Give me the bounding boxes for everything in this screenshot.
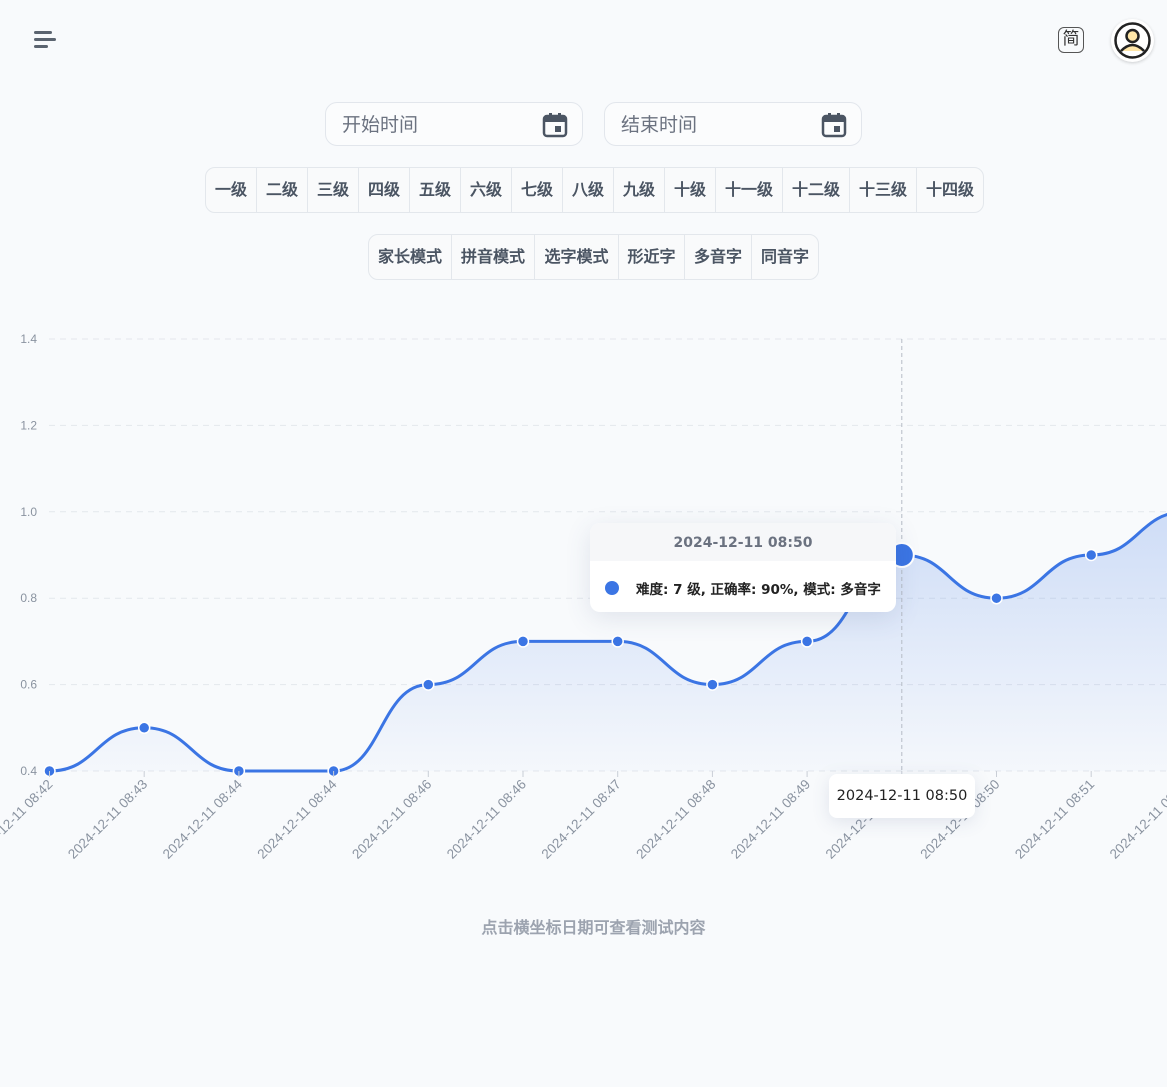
level-button[interactable]: 十一级 <box>716 168 783 212</box>
level-button[interactable]: 三级 <box>308 168 359 212</box>
start-date-placeholder: 开始时间 <box>342 114 419 136</box>
tooltip-title: 2024-12-11 08:50 <box>590 523 896 561</box>
x-tick-label[interactable]: 2024-12-11 08:44 <box>254 776 340 862</box>
x-tick-label[interactable]: 2024-12-11 08:47 <box>539 777 624 862</box>
level-button[interactable]: 十二级 <box>783 168 850 212</box>
x-tick-label[interactable]: 2024-12-11 08:43 <box>65 777 150 862</box>
data-point <box>516 635 530 648</box>
menu-icon[interactable] <box>32 28 58 54</box>
x-tick-label[interactable]: 2024-12-11 08:49 <box>728 777 813 862</box>
x-tick-label[interactable]: 2024-12-11 08:46 <box>444 777 529 862</box>
level-button[interactable]: 一级 <box>206 168 257 212</box>
y-tick-label: 1.4 <box>20 332 37 346</box>
level-button[interactable]: 六级 <box>461 168 512 212</box>
chart-hint: 点击横坐标日期可查看测试内容 <box>481 918 706 937</box>
level-button[interactable]: 九级 <box>614 168 665 212</box>
level-button[interactable]: 七级 <box>512 168 563 212</box>
data-point <box>137 721 151 735</box>
level-button[interactable]: 十四级 <box>925 180 974 199</box>
x-tick-label[interactable]: 2024-12-11 08:44 <box>160 776 246 862</box>
mode-button[interactable]: 选字模式 <box>535 235 619 279</box>
tooltip-series-marker <box>605 581 619 595</box>
x-tick-label[interactable]: 2024-12-11 08:46 <box>349 777 434 862</box>
level-selector: 一级 二级 三级 四级 五级 六级 七级 八级 九级 十级 十一级 十二级 十三… <box>205 167 984 213</box>
start-date-input[interactable]: 开始时间 <box>325 102 583 146</box>
x-tick-label[interactable]: 2024-12-11 08:48 <box>633 777 718 862</box>
end-date-placeholder: 结束时间 <box>621 114 698 136</box>
mode-button[interactable]: 多音字 <box>685 235 752 279</box>
x-tick-label[interactable]: 2024-12-11 08:52 <box>1107 777 1167 862</box>
user-avatar[interactable] <box>1111 19 1154 62</box>
x-axis: 2024-12-11 08:42 2024-12-11 08:43 2024-12-… <box>0 771 1167 862</box>
tooltip-text: 难度: 7 级, 正确率: 90%, 模式: 多音字 <box>636 582 881 598</box>
level-button[interactable]: 十三级 <box>850 168 917 212</box>
language-toggle-button[interactable]: 简 <box>1058 27 1084 53</box>
mode-button[interactable]: 同音字 <box>760 247 809 266</box>
calendar-icon <box>821 113 847 138</box>
x-tick-label[interactable]: 2024-12-11 08:51 <box>1012 777 1097 862</box>
level-button[interactable]: 二级 <box>257 168 308 212</box>
level-button[interactable]: 八级 <box>563 168 614 212</box>
mode-selector: 家长模式 拼音模式 选字模式 形近字 多音字 同音字 <box>368 234 819 280</box>
data-point <box>800 635 814 648</box>
data-point <box>422 678 435 691</box>
level-button[interactable]: 五级 <box>410 168 461 212</box>
data-point <box>1084 548 1098 562</box>
axis-pointer-label: 2024-12-11 08:50 <box>829 774 975 818</box>
accuracy-line-chart: 0.40.60.81.01.21.4 2024-12-11 08:42 2024-… <box>0 332 1167 862</box>
y-tick-label: 0.6 <box>20 678 37 692</box>
y-tick-label: 1.2 <box>20 418 37 432</box>
end-date-input[interactable]: 结束时间 <box>604 102 862 146</box>
y-tick-label: 0.8 <box>20 591 37 605</box>
user-icon <box>1114 22 1151 59</box>
y-tick-label: 1.0 <box>20 505 37 519</box>
level-button[interactable]: 十级 <box>665 168 716 212</box>
mode-button[interactable]: 拼音模式 <box>452 235 535 279</box>
calendar-icon <box>542 113 568 138</box>
mode-button[interactable]: 形近字 <box>619 235 685 279</box>
mode-button[interactable]: 家长模式 <box>369 235 452 279</box>
chart-tooltip: 2024-12-11 08:50 难度: 7 级, 正确率: 90%, 模式: … <box>590 523 896 612</box>
y-axis: 0.4 0.6 0.8 1.0 1.2 1.4 <box>20 332 37 778</box>
y-tick-label: 0.4 <box>20 764 37 778</box>
data-point <box>706 678 719 691</box>
data-point <box>611 635 624 648</box>
data-point <box>990 591 1003 605</box>
level-button[interactable]: 四级 <box>359 168 410 212</box>
x-tick-label[interactable]: 2024-12-11 08:42 <box>0 777 56 862</box>
